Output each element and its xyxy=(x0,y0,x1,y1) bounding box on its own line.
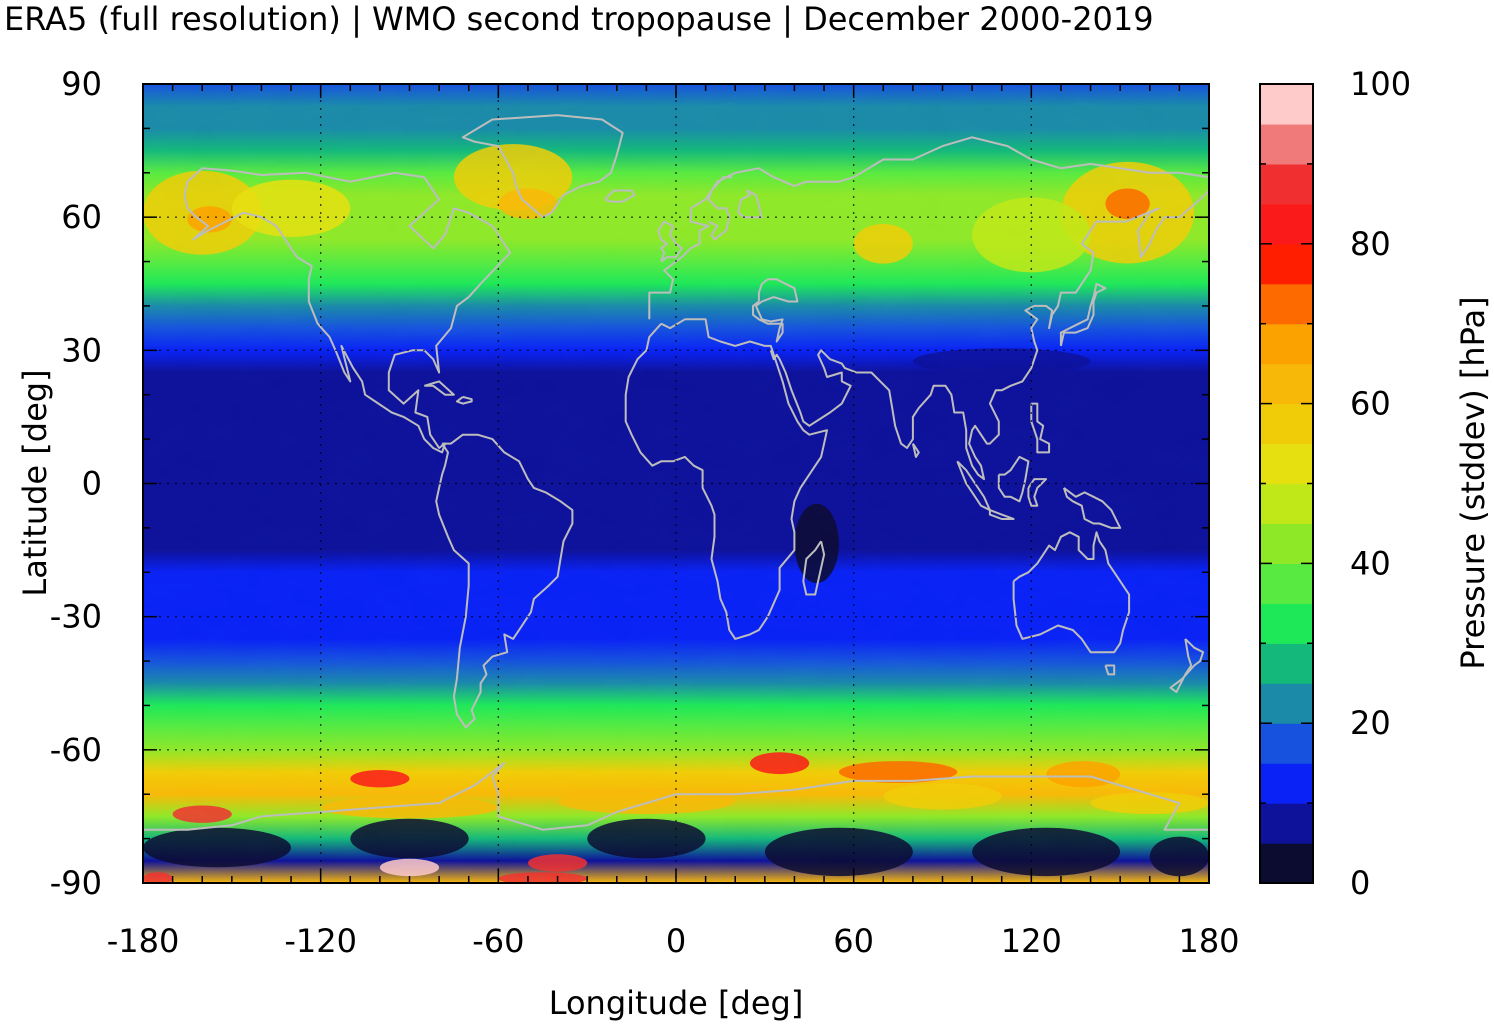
y-axis-title: Latitude [deg] xyxy=(16,369,54,596)
x-tick-label: 180 xyxy=(1178,922,1239,960)
colorbar-segment xyxy=(1260,843,1313,884)
colorbar-tick-label: 80 xyxy=(1350,225,1391,263)
y-tick-label: -90 xyxy=(50,864,102,902)
coastline xyxy=(455,395,473,405)
texture-overlay xyxy=(143,84,1209,883)
coastline xyxy=(769,189,1209,481)
y-tick-label: -30 xyxy=(50,598,102,636)
coastline xyxy=(707,176,733,241)
colorbar-segment xyxy=(1260,483,1313,525)
coastline xyxy=(461,114,624,219)
coastline xyxy=(1012,531,1131,654)
x-tick-label: 120 xyxy=(1001,922,1062,960)
colorbar-segment xyxy=(1260,163,1313,205)
x-tick-label: -60 xyxy=(472,922,524,960)
colorbar-segment xyxy=(1260,563,1313,604)
x-tick-label: 60 xyxy=(833,922,874,960)
colorbar-segment xyxy=(1260,683,1313,724)
coastline xyxy=(1062,487,1122,529)
chart-title: ERA5 (full resolution) | WMO second trop… xyxy=(4,0,1154,38)
colorbar-segment xyxy=(1260,603,1313,644)
colorbar-tick-label: 0 xyxy=(1350,864,1370,902)
coastline xyxy=(1030,402,1051,454)
coastline xyxy=(435,433,574,729)
coastline xyxy=(737,189,763,219)
colorbar-segment xyxy=(1260,243,1313,285)
colorbar-segment xyxy=(1260,363,1313,405)
colorbar-tick-label: 20 xyxy=(1350,704,1391,742)
colorbar-segment xyxy=(1260,84,1313,125)
coastline xyxy=(648,136,1209,320)
coastline xyxy=(424,380,455,396)
coastline xyxy=(911,443,920,458)
y-tick-label: 90 xyxy=(61,65,102,103)
coastline xyxy=(1169,638,1205,694)
colorbar-segment xyxy=(1260,203,1313,245)
coastline xyxy=(802,540,826,596)
gridlines xyxy=(143,84,1209,883)
coastline xyxy=(604,189,636,203)
coastline xyxy=(752,278,799,343)
coastline xyxy=(183,167,512,454)
coastline xyxy=(143,762,1209,831)
coastline xyxy=(1059,282,1107,347)
colorbar-tick-label: 60 xyxy=(1350,385,1391,423)
coastline xyxy=(624,318,828,640)
colorbar-segment xyxy=(1260,643,1313,684)
coastline xyxy=(997,455,1030,503)
colorbar-segment xyxy=(1260,403,1313,445)
x-ticks: -180 -120 -60 0 60 120 180 xyxy=(107,84,1240,960)
colorbar-segment xyxy=(1260,523,1313,564)
coastline xyxy=(1027,478,1048,507)
colorbar-tick-label: 40 xyxy=(1350,544,1391,582)
colorbar: 0 20 40 60 80 100 xyxy=(1259,65,1411,902)
y-tick-label: 60 xyxy=(61,198,102,236)
colorbar-tick-label: 100 xyxy=(1350,65,1411,103)
colorbar-segment xyxy=(1260,723,1313,764)
y-tick-label: 30 xyxy=(61,331,102,369)
y-ticks: 90 60 30 0 -30 -60 -90 xyxy=(50,65,1209,902)
coastline xyxy=(657,220,683,263)
y-tick-label: 0 xyxy=(82,465,102,503)
colorbar-segment xyxy=(1260,283,1313,325)
y-tick-label: -60 xyxy=(50,731,102,769)
coastline xyxy=(1104,664,1116,676)
colorbar-segment xyxy=(1260,123,1313,165)
colorbar-title: Pressure (stddev) [hPa] xyxy=(1454,296,1492,669)
colorbar-segment xyxy=(1260,803,1313,844)
x-tick-label: -120 xyxy=(284,922,357,960)
x-axis-title: Longitude [deg] xyxy=(549,984,804,1022)
colorbar-segment xyxy=(1260,763,1313,804)
coastlines xyxy=(143,114,1209,831)
x-tick-label: 0 xyxy=(666,922,686,960)
coastline xyxy=(988,509,1015,520)
colorbar-segment xyxy=(1260,323,1313,365)
colorbar-segment xyxy=(1260,443,1313,485)
x-tick-label: -180 xyxy=(107,922,180,960)
